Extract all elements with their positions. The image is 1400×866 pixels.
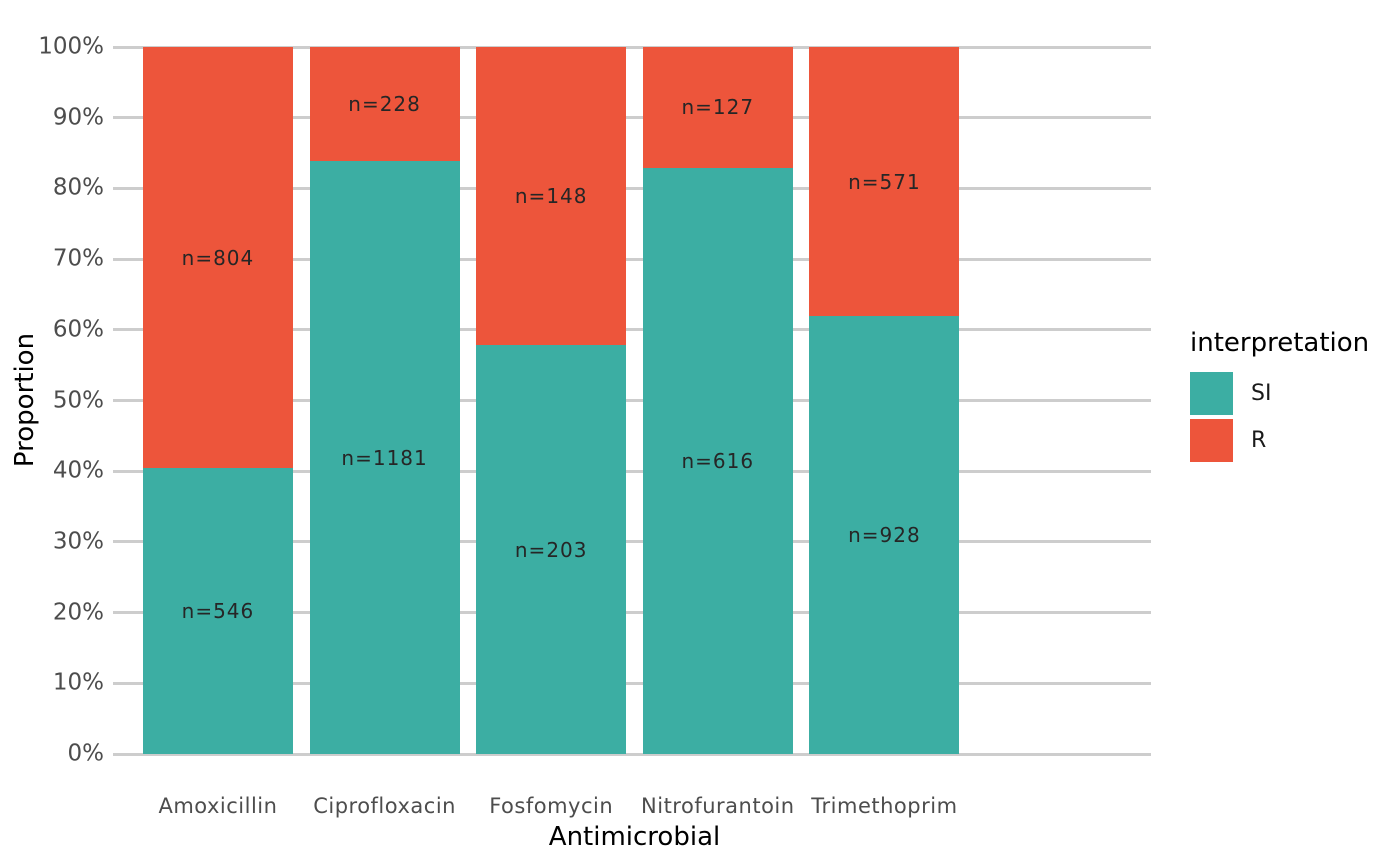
- bar-label-trimethoprim-r: n=571: [848, 169, 921, 194]
- x-tick-label-nitrofurantoin: Nitrofurantoin: [641, 794, 795, 818]
- x-tick-label-trimethoprim: Trimethoprim: [811, 794, 958, 818]
- y-tick-label-0: 0%: [67, 740, 105, 767]
- legend-label-si: SI: [1251, 380, 1272, 406]
- gridline-90: [113, 116, 1151, 120]
- bar-amoxicillin-si: [142, 468, 293, 754]
- x-tick-label-amoxicillin: Amoxicillin: [158, 794, 278, 818]
- y-tick-label-30: 30%: [52, 528, 104, 555]
- bar-label-fosfomycin-si: n=203: [514, 537, 588, 562]
- gridline-10: [113, 681, 1151, 685]
- bar-fosfomycin-si: [476, 345, 627, 754]
- gridline-30: [113, 540, 1151, 544]
- y-tick-label-100: 100%: [38, 33, 104, 60]
- bar-nitrofurantoin-si: [642, 167, 793, 754]
- gridline-50: [113, 399, 1151, 402]
- y-tick-label-80: 80%: [52, 174, 104, 201]
- y-tick-label-40: 40%: [52, 457, 104, 484]
- bar-fosfomycin-r: [476, 47, 627, 346]
- bar-ciprofloxacin-r: [309, 47, 460, 162]
- legend-label-r: R: [1251, 427, 1267, 453]
- x-axis-title: Antimicrobial: [548, 822, 721, 852]
- x-tick-label-fosfomycin: Fosfomycin: [489, 794, 614, 818]
- bar-label-nitrofurantoin-si: n=616: [681, 448, 755, 473]
- bar-nitrofurantoin-r: [642, 47, 793, 168]
- bar-ciprofloxacin-si: [309, 161, 460, 754]
- bar-label-nitrofurantoin-r: n=127: [681, 95, 755, 120]
- y-tick-label-90: 90%: [52, 104, 104, 131]
- legend-swatch-si: [1190, 372, 1233, 415]
- y-tick-label-70: 70%: [52, 245, 104, 272]
- legend-swatch-r: [1190, 419, 1233, 462]
- y-tick-label-10: 10%: [52, 669, 104, 696]
- y-tick-label-50: 50%: [52, 387, 104, 413]
- bar-label-ciprofloxacin-si: n=1181: [341, 445, 428, 470]
- bar-amoxicillin-r: [142, 47, 293, 469]
- legend-title: interpretation: [1190, 328, 1370, 358]
- legend-item-si: SI: [1190, 372, 1369, 415]
- y-tick-label-20: 20%: [52, 599, 104, 626]
- x-tick-label-ciprofloxacin: Ciprofloxacin: [313, 794, 456, 818]
- bar-label-ciprofloxacin-r: n=228: [348, 92, 421, 117]
- gridline-40: [113, 469, 1151, 473]
- gridline-80: [113, 186, 1151, 190]
- bar-label-fosfomycin-r: n=148: [514, 184, 588, 209]
- legend: interpretation SI R: [1190, 330, 1369, 466]
- bar-trimethoprim-r: [809, 47, 960, 317]
- bar-label-amoxicillin-r: n=804: [181, 245, 255, 270]
- bar-label-amoxicillin-si: n=546: [181, 599, 255, 624]
- gridline-20: [113, 611, 1151, 615]
- legend-item-r: R: [1190, 419, 1369, 462]
- gridline-70: [113, 257, 1151, 261]
- gridline-100: [113, 45, 1151, 49]
- y-tick-label-60: 60%: [52, 316, 104, 343]
- bar-label-trimethoprim-si: n=928: [848, 523, 921, 548]
- bar-trimethoprim-si: [809, 316, 960, 754]
- gridline-0: [113, 752, 1151, 756]
- gridline-60: [113, 328, 1151, 332]
